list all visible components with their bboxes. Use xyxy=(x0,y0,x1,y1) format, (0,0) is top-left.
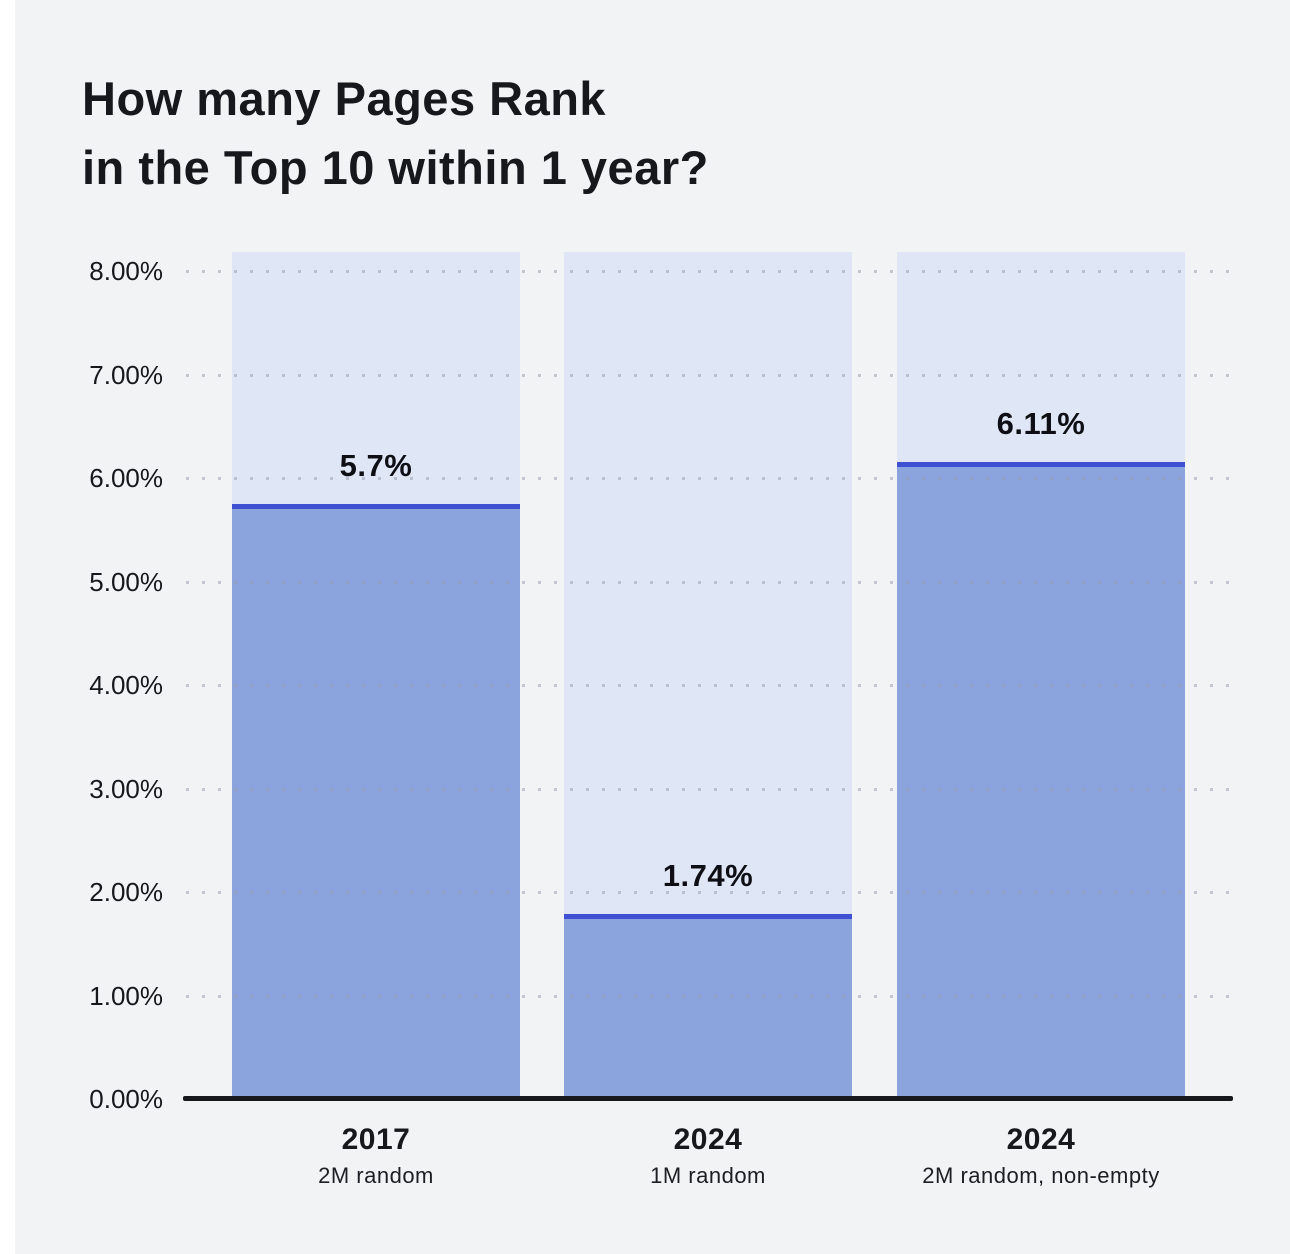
gridline xyxy=(186,787,1232,791)
bar-value-label: 1.74% xyxy=(662,858,754,893)
bar-fill xyxy=(564,914,852,1099)
x-category-sublabel: 1M random xyxy=(650,1163,766,1188)
y-tick-label: 4.00% xyxy=(89,670,163,700)
title-line-2: in the Top 10 within 1 year? xyxy=(82,141,709,194)
x-category-year-label: 2024 xyxy=(673,1123,743,1156)
y-tick-label: 5.00% xyxy=(89,566,163,597)
x-category-sublabel: 2M random, non-empty xyxy=(922,1163,1160,1188)
gridline xyxy=(186,270,1232,273)
y-tick-label: 6.00% xyxy=(89,463,163,493)
gridline xyxy=(186,891,1232,894)
y-tick-label: 2.00% xyxy=(89,877,163,907)
bar-value-label: 5.7% xyxy=(339,448,413,483)
bar-fill xyxy=(897,462,1185,1099)
y-tick-label: 0.00% xyxy=(89,1084,163,1114)
y-tick-label: 3.00% xyxy=(89,773,163,804)
y-tick-label: 8.00% xyxy=(89,256,163,286)
x-axis-line xyxy=(183,1096,1233,1101)
gridline xyxy=(186,477,1232,480)
title-line-1: How many Pages Rank xyxy=(82,72,607,125)
x-category-year-label: 2017 xyxy=(341,1123,411,1156)
chart-title: How many Pages Rank in the Top 10 within … xyxy=(82,64,709,202)
gridline xyxy=(186,373,1232,377)
gridline xyxy=(186,580,1232,584)
gridline xyxy=(186,684,1232,687)
x-category-sublabel: 2M random xyxy=(318,1163,434,1188)
bar-value-label: 6.11% xyxy=(996,406,1086,441)
x-category-year-label: 2024 xyxy=(1006,1123,1076,1156)
y-tick-label: 7.00% xyxy=(89,359,163,390)
y-tick-label: 1.00% xyxy=(89,980,163,1011)
bar-fill xyxy=(232,504,520,1099)
gridline xyxy=(186,994,1232,998)
